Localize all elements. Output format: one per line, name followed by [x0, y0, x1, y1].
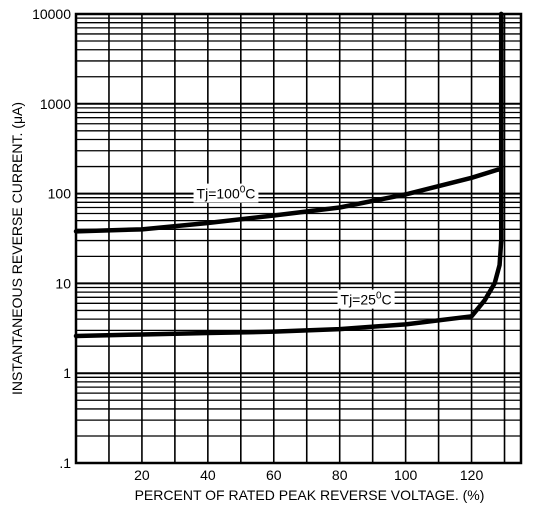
curve-labels: Tj=1000C Tj=250C — [193, 183, 395, 309]
series-label-1: Tj=1000C — [197, 185, 256, 202]
x-tick-label: 40 — [200, 467, 216, 483]
x-tick-label: 60 — [266, 467, 282, 483]
y-tick-label: 10000 — [32, 6, 71, 22]
series-line-2 — [73, 11, 504, 339]
x-axis-tick-labels: 20 40 60 80 100 120 — [134, 467, 483, 483]
y-tick-label: 100 — [48, 186, 72, 202]
grid — [76, 14, 521, 463]
x-tick-label: 100 — [394, 467, 418, 483]
series-label-2: Tj=250C — [341, 291, 392, 308]
x-axis-title: PERCENT OF RATED PEAK REVERSE VOLTAGE. (… — [135, 487, 485, 503]
y-axis-title: INSTANTANEOUS REVERSE CURRENT. (μA) — [9, 102, 25, 395]
curves — [73, 11, 504, 339]
series-label-background — [337, 289, 395, 309]
plot-frame — [74, 12, 523, 465]
series-label-background — [193, 183, 259, 203]
series-line-1 — [73, 11, 504, 234]
x-tick-label: 20 — [134, 467, 150, 483]
y-axis-tick-labels: .1 1 10 100 1000 10000 — [32, 6, 71, 471]
y-tick-label: 1 — [63, 365, 71, 381]
x-tick-label: 80 — [332, 467, 348, 483]
x-tick-label: 120 — [460, 467, 484, 483]
y-tick-label: 1000 — [40, 96, 71, 112]
y-tick-label: 10 — [55, 275, 71, 291]
y-tick-label: .1 — [59, 455, 71, 471]
